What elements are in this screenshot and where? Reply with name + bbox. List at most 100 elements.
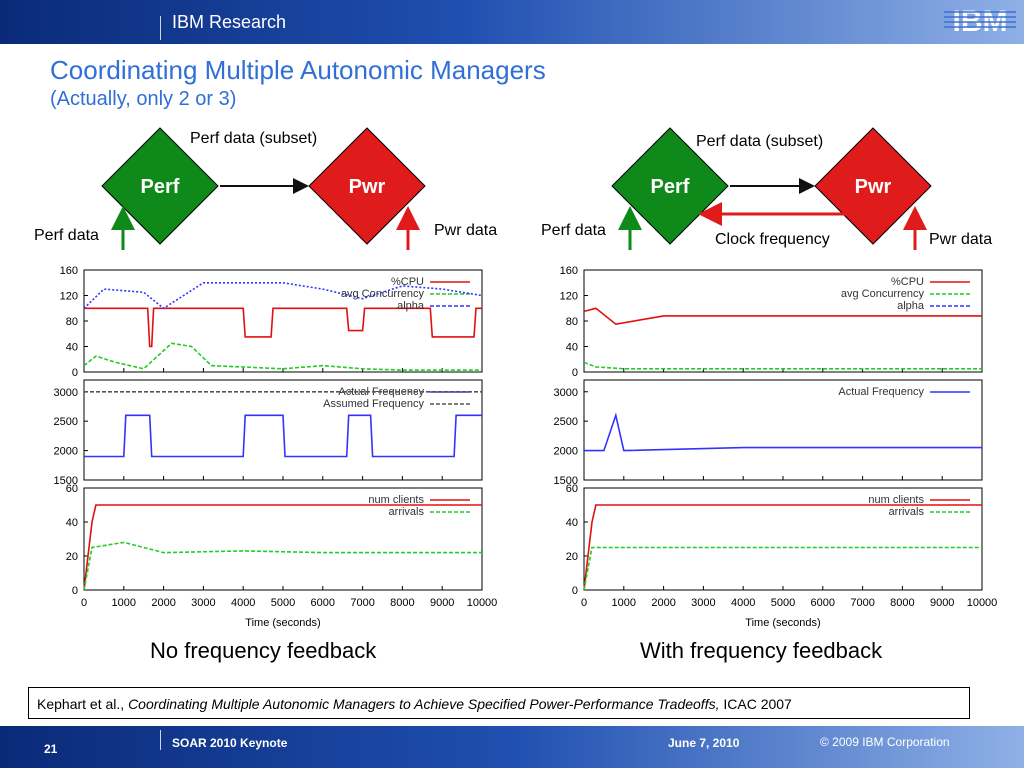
y-tick-label: 80 bbox=[66, 316, 78, 328]
series-line bbox=[584, 412, 982, 452]
citation-venue: ICAC 2007 bbox=[723, 696, 792, 712]
header-bar: IBM Research IBM bbox=[0, 0, 1024, 44]
perf-data-label-right: Perf data bbox=[541, 222, 606, 239]
series-line bbox=[83, 342, 482, 371]
caption-left: No frequency feedback bbox=[150, 638, 377, 663]
y-tick-label: 40 bbox=[566, 342, 578, 354]
page-number: 21 bbox=[44, 742, 58, 756]
pwr-data-label: Pwr data bbox=[434, 222, 498, 239]
x-tick-label: 4000 bbox=[231, 597, 255, 609]
legend-label: num clients bbox=[368, 494, 424, 506]
x-tick-label: 5000 bbox=[771, 597, 795, 609]
citation-box: Kephart et al., Coordinating Multiple Au… bbox=[28, 687, 970, 719]
y-tick-label: 20 bbox=[566, 551, 578, 563]
legend-label: alpha bbox=[397, 300, 425, 312]
x-tick-label: 10000 bbox=[967, 597, 998, 609]
event-date: June 7, 2010 bbox=[668, 736, 740, 750]
legend-label: %CPU bbox=[391, 276, 424, 288]
footer-separator bbox=[160, 730, 161, 750]
y-tick-label: 3000 bbox=[54, 387, 78, 399]
citation-title: Coordinating Multiple Autonomic Managers… bbox=[128, 696, 720, 712]
x-tick-label: 8000 bbox=[390, 597, 414, 609]
x-axis-label: Time (seconds) bbox=[245, 617, 320, 629]
y-tick-label: 0 bbox=[72, 585, 78, 597]
y-tick-label: 120 bbox=[560, 291, 578, 303]
x-tick-label: 0 bbox=[81, 597, 87, 609]
y-tick-label: 1500 bbox=[54, 475, 78, 487]
x-tick-label: 0 bbox=[581, 597, 587, 609]
perf-label: Perf bbox=[141, 176, 180, 198]
y-tick-label: 2500 bbox=[554, 416, 578, 428]
x-tick-label: 7000 bbox=[350, 597, 374, 609]
x-tick-label: 4000 bbox=[731, 597, 755, 609]
x-axis-label: Time (seconds) bbox=[745, 617, 820, 629]
legend-label: Assumed Frequency bbox=[323, 398, 424, 410]
y-tick-label: 2000 bbox=[554, 446, 578, 458]
ibm-logo-icon: IBM bbox=[944, 5, 1016, 38]
series-line bbox=[84, 307, 482, 348]
slide-subtitle: (Actually, only 2 or 3) bbox=[50, 88, 237, 110]
x-tick-label: 8000 bbox=[890, 597, 914, 609]
y-tick-label: 2500 bbox=[54, 416, 78, 428]
perf-data-subset-label-right: Perf data (subset) bbox=[696, 133, 824, 150]
legend-label: arrivals bbox=[389, 506, 425, 518]
x-tick-label: 6000 bbox=[811, 597, 835, 609]
footer-bar: 21 SOAR 2010 Keynote June 7, 2010 © 2009… bbox=[0, 726, 1024, 768]
x-tick-label: 1000 bbox=[112, 597, 136, 609]
citation-authors: Kephart et al., bbox=[37, 696, 125, 712]
plot-frame bbox=[583, 269, 983, 373]
brand-label: IBM Research bbox=[172, 12, 287, 32]
legend-label: Actual Frequency bbox=[838, 386, 924, 398]
y-tick-label: 40 bbox=[566, 517, 578, 529]
perf-data-subset-label: Perf data (subset) bbox=[190, 130, 318, 147]
y-tick-label: 160 bbox=[560, 265, 578, 277]
y-tick-label: 40 bbox=[66, 517, 78, 529]
legend-label: avg Concurrency bbox=[841, 288, 925, 300]
y-tick-label: 40 bbox=[66, 342, 78, 354]
copyright: © 2009 IBM Corporation bbox=[820, 735, 950, 749]
caption-right: With frequency feedback bbox=[640, 638, 883, 663]
series-line bbox=[583, 546, 982, 591]
y-tick-label: 0 bbox=[572, 585, 578, 597]
series-line bbox=[83, 282, 483, 310]
y-tick-label: 60 bbox=[566, 483, 578, 495]
x-tick-label: 9000 bbox=[930, 597, 954, 609]
y-tick-label: 20 bbox=[66, 551, 78, 563]
legend-label: alpha bbox=[897, 300, 925, 312]
event-name: SOAR 2010 Keynote bbox=[172, 736, 288, 750]
x-tick-label: 2000 bbox=[151, 597, 175, 609]
y-tick-label: 0 bbox=[572, 367, 578, 379]
header-separator bbox=[160, 16, 161, 40]
x-tick-label: 9000 bbox=[430, 597, 454, 609]
y-tick-label: 60 bbox=[66, 483, 78, 495]
series-line bbox=[84, 414, 482, 458]
series-line bbox=[83, 541, 482, 591]
series-line bbox=[583, 307, 982, 326]
perf-label-right: Perf bbox=[651, 176, 690, 198]
y-tick-label: 2000 bbox=[54, 446, 78, 458]
y-tick-label: 3000 bbox=[554, 387, 578, 399]
left-diagram: Perf Pwr Perf Pwr bbox=[101, 127, 932, 250]
perf-data-label: Perf data bbox=[34, 227, 99, 244]
x-tick-label: 7000 bbox=[850, 597, 874, 609]
series-line bbox=[83, 504, 482, 591]
slide-title: Coordinating Multiple Autonomic Managers bbox=[50, 55, 546, 85]
pwr-label: Pwr bbox=[349, 176, 386, 198]
y-tick-label: 120 bbox=[60, 291, 78, 303]
series-line bbox=[583, 361, 982, 370]
x-tick-label: 2000 bbox=[651, 597, 675, 609]
pwr-label-right: Pwr bbox=[855, 176, 892, 198]
x-tick-label: 3000 bbox=[691, 597, 715, 609]
legend-label: avg Concurrency bbox=[341, 288, 425, 300]
y-tick-label: 0 bbox=[72, 367, 78, 379]
x-tick-label: 1000 bbox=[612, 597, 636, 609]
y-tick-label: 160 bbox=[60, 265, 78, 277]
pwr-data-label-right: Pwr data bbox=[929, 231, 993, 248]
legend-label: num clients bbox=[868, 494, 924, 506]
plot-frame bbox=[583, 379, 983, 481]
series-line bbox=[583, 504, 982, 591]
clock-frequency-label: Clock frequency bbox=[715, 231, 830, 248]
x-tick-label: 6000 bbox=[311, 597, 335, 609]
